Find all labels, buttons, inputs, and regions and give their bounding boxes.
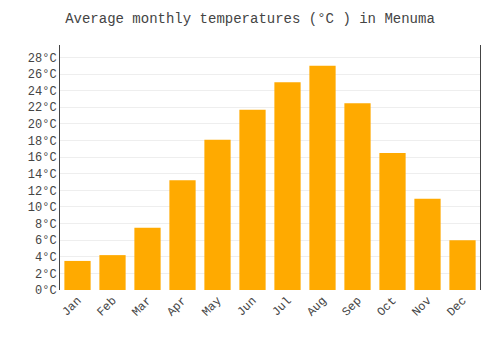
svg-text:0°C: 0°C [35, 284, 57, 298]
svg-text:28°C: 28°C [28, 52, 57, 66]
svg-text:Jan: Jan [59, 294, 84, 319]
svg-text:4°C: 4°C [35, 251, 57, 265]
svg-text:6°C: 6°C [35, 234, 57, 248]
svg-text:12°C: 12°C [28, 185, 57, 199]
svg-text:26°C: 26°C [28, 68, 57, 82]
svg-text:10°C: 10°C [28, 201, 57, 215]
svg-text:Jul: Jul [269, 294, 294, 319]
svg-text:Average monthly temperatures (: Average monthly temperatures (°C ) in Me… [65, 11, 435, 27]
svg-text:20°C: 20°C [28, 118, 57, 132]
svg-text:May: May [199, 294, 224, 319]
svg-text:2°C: 2°C [35, 268, 57, 282]
svg-text:Jun: Jun [234, 294, 259, 319]
svg-text:Aug: Aug [304, 294, 329, 319]
svg-text:Dec: Dec [444, 294, 469, 319]
svg-text:Nov: Nov [409, 294, 434, 319]
svg-text:8°C: 8°C [35, 218, 57, 232]
svg-text:14°C: 14°C [28, 168, 57, 182]
svg-text:18°C: 18°C [28, 135, 57, 149]
svg-text:Mar: Mar [129, 294, 154, 319]
svg-text:Apr: Apr [164, 294, 189, 319]
svg-text:24°C: 24°C [28, 85, 57, 99]
svg-text:Sep: Sep [339, 294, 364, 319]
svg-text:Feb: Feb [94, 294, 119, 319]
svg-text:16°C: 16°C [28, 151, 57, 165]
svg-text:Oct: Oct [374, 294, 399, 319]
svg-text:22°C: 22°C [28, 101, 57, 115]
